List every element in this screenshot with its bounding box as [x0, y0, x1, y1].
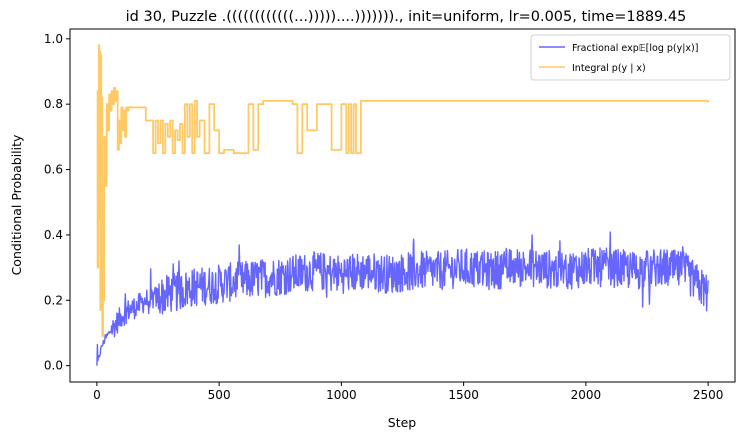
plot-frame — [69, 28, 736, 383]
legend-label-integral: Integral p(y | x) — [572, 63, 646, 74]
x-tick-label: 0 — [93, 388, 101, 402]
x-tick-label: 2000 — [571, 388, 602, 402]
y-axis-label: Conditional Probability — [9, 134, 24, 275]
x-tick-label: 2500 — [693, 388, 724, 402]
x-tick-label: 1500 — [448, 388, 479, 402]
x-tick-label: 500 — [208, 388, 231, 402]
x-tick-label: 1000 — [326, 388, 357, 402]
y-tick-label: 0.8 — [44, 97, 63, 111]
y-tick-label: 0.0 — [44, 359, 63, 373]
y-tick-label: 0.6 — [44, 163, 63, 177]
x-axis-label: Step — [388, 415, 417, 430]
y-tick-label: 1.0 — [44, 32, 63, 46]
x-axis: 0 500 1000 1500 2000 2500 — [93, 382, 723, 402]
plot-area — [96, 44, 709, 366]
chart-title: id 30, Puzzle .((((((((((((...)))))....)… — [126, 9, 687, 25]
y-axis: 0.0 0.2 0.4 0.6 0.8 1.0 — [44, 32, 70, 373]
legend-label-fractional: Fractional exp𝔼[log p(y|x)] — [572, 43, 698, 54]
series-line-fractional — [96, 231, 709, 366]
series-layer — [96, 44, 709, 366]
y-tick-label: 0.4 — [44, 228, 63, 242]
y-tick-label: 0.2 — [44, 293, 63, 307]
legend: Fractional exp𝔼[log p(y|x)] Integral p(y… — [530, 34, 731, 81]
legend-box — [530, 34, 731, 81]
series-line-integral — [96, 44, 709, 338]
